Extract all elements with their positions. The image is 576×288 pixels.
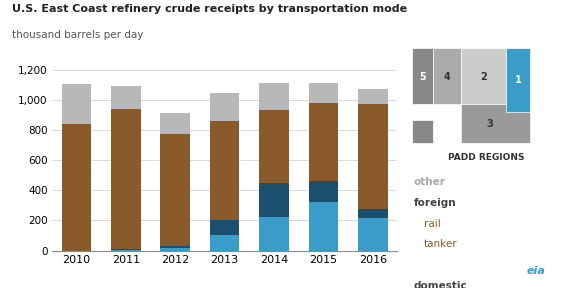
Text: foreign: foreign bbox=[414, 198, 456, 208]
Bar bbox=[259, 83, 289, 111]
Text: U.S. East Coast refinery crude receipts by transportation mode: U.S. East Coast refinery crude receipts … bbox=[12, 4, 407, 14]
Bar bbox=[111, 109, 141, 249]
Bar bbox=[309, 202, 338, 251]
Polygon shape bbox=[461, 48, 506, 104]
Bar bbox=[358, 89, 388, 104]
Bar bbox=[358, 104, 388, 209]
Text: 2: 2 bbox=[480, 72, 487, 82]
Text: other: other bbox=[414, 177, 445, 187]
Bar bbox=[161, 113, 190, 134]
Text: PADD REGIONS: PADD REGIONS bbox=[448, 153, 525, 162]
Bar bbox=[210, 220, 240, 236]
Polygon shape bbox=[461, 104, 530, 143]
Text: tanker: tanker bbox=[424, 239, 457, 249]
Bar bbox=[309, 181, 338, 202]
Text: thousand barrels per day: thousand barrels per day bbox=[12, 30, 143, 40]
Polygon shape bbox=[412, 48, 433, 104]
Text: eia: eia bbox=[526, 266, 545, 276]
Bar bbox=[161, 134, 190, 246]
Text: rail: rail bbox=[424, 219, 441, 229]
Polygon shape bbox=[433, 48, 461, 104]
Polygon shape bbox=[506, 48, 530, 112]
Bar bbox=[309, 103, 338, 181]
Text: 5: 5 bbox=[419, 72, 426, 82]
Bar bbox=[111, 250, 141, 251]
Text: 1: 1 bbox=[514, 75, 521, 85]
Bar bbox=[161, 246, 190, 248]
Bar bbox=[111, 249, 141, 250]
Bar bbox=[309, 83, 338, 103]
Bar bbox=[358, 218, 388, 251]
Bar bbox=[259, 217, 289, 251]
Bar bbox=[161, 248, 190, 251]
Bar bbox=[358, 209, 388, 218]
Text: domestic: domestic bbox=[414, 281, 467, 288]
Bar bbox=[210, 93, 240, 121]
Bar bbox=[62, 84, 92, 124]
Bar bbox=[259, 111, 289, 183]
Bar bbox=[210, 236, 240, 251]
Bar bbox=[62, 124, 92, 251]
Text: 3: 3 bbox=[486, 119, 493, 129]
Bar bbox=[210, 121, 240, 220]
Bar bbox=[259, 183, 289, 217]
Bar bbox=[111, 86, 141, 109]
Text: 4: 4 bbox=[444, 72, 450, 82]
Polygon shape bbox=[412, 120, 433, 143]
